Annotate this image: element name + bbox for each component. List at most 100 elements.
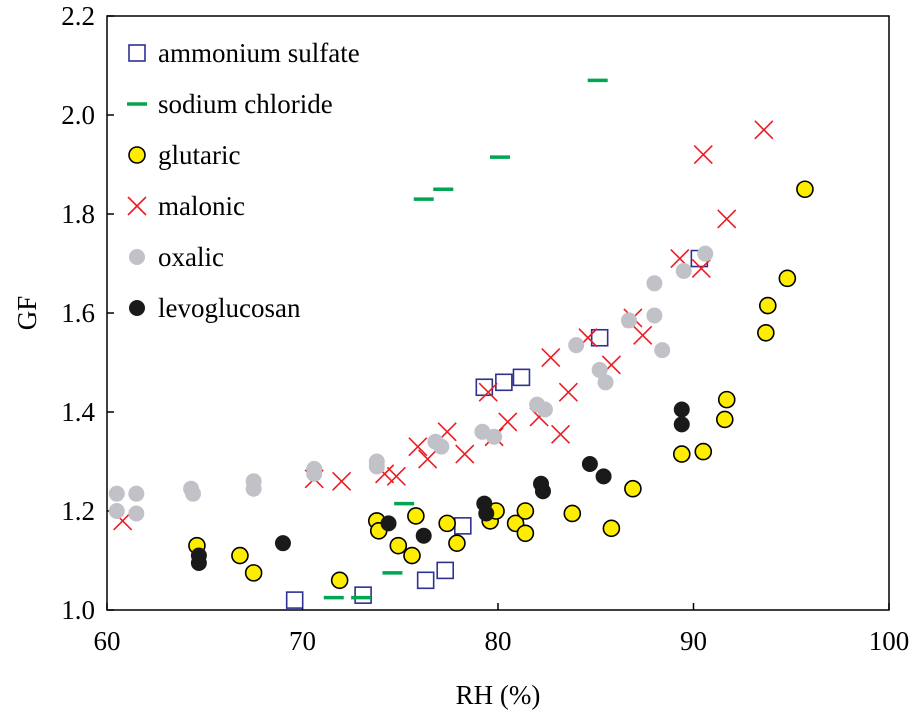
- ammonium-sulfate-point: [285, 591, 304, 609]
- malonic-marker: [541, 347, 561, 368]
- legend-item-oxalic: oxalic: [129, 242, 224, 272]
- ammonium-sulfate-point: [354, 586, 372, 604]
- glutaric-marker: [602, 519, 621, 538]
- malonic-marker: [386, 466, 406, 486]
- ammonium-sulfate-marker: [512, 368, 531, 387]
- y-tick-label: 1.4: [61, 397, 95, 427]
- glutaric-point: [758, 296, 777, 315]
- ammonium-sulfate-point: [512, 368, 531, 387]
- levoglucosan-marker: [274, 535, 291, 552]
- oxalic-point: [486, 428, 503, 445]
- oxalic-marker: [306, 465, 323, 482]
- ammonium-sulfate-point: [454, 517, 472, 535]
- legend-label: malonic: [158, 191, 245, 221]
- malonic-marker: [127, 196, 147, 216]
- glutaric-point: [796, 180, 814, 199]
- x-tick-label: 100: [869, 626, 910, 656]
- oxalic-point: [306, 465, 323, 482]
- glutaric-point: [407, 507, 425, 525]
- malonic-point: [633, 325, 653, 345]
- glutaric-marker: [448, 534, 466, 552]
- glutaric-point: [330, 571, 349, 590]
- legend-label: levoglucosan: [158, 293, 301, 323]
- malonic-marker: [717, 209, 737, 229]
- levoglucosan-point: [415, 527, 432, 544]
- malonic-point: [418, 449, 438, 469]
- levoglucosan-marker: [673, 401, 690, 418]
- ammonium-sulfate-marker: [454, 517, 472, 535]
- oxalic-point: [654, 342, 671, 359]
- glutaric-marker: [563, 504, 582, 523]
- oxalic-marker: [646, 275, 663, 292]
- glutaric-point: [694, 442, 713, 461]
- levoglucosan-point: [581, 455, 598, 472]
- oxalic-point: [597, 374, 614, 391]
- malonic-marker: [408, 437, 428, 457]
- glutaric-point: [563, 504, 582, 523]
- y-tick-label: 2.0: [61, 100, 95, 130]
- glutaric-point: [602, 519, 621, 538]
- glutaric-marker: [757, 323, 775, 342]
- ammonium-sulfate-marker: [590, 328, 609, 347]
- oxalic-point: [108, 485, 125, 502]
- oxalic-marker: [568, 337, 585, 354]
- legend-label: sodium chloride: [158, 89, 333, 119]
- glutaric-marker: [717, 390, 736, 409]
- legend-item-levoglucosan: levoglucosan: [129, 293, 301, 323]
- levoglucosan-marker: [190, 554, 207, 571]
- levoglucosan-point: [673, 401, 690, 418]
- glutaric-marker: [438, 514, 456, 533]
- levoglucosan-series: [190, 401, 690, 571]
- malonic-marker: [418, 449, 438, 469]
- oxalic-marker: [654, 342, 671, 359]
- ammonium-sulfate-marker: [285, 591, 304, 609]
- y-tick-label: 2.2: [61, 1, 95, 31]
- ammonium-sulfate-marker: [436, 561, 455, 580]
- malonic-marker: [455, 444, 475, 464]
- glutaric-point: [448, 534, 466, 552]
- oxalic-point: [697, 245, 714, 262]
- levoglucosan-point: [274, 535, 291, 552]
- glutaric-marker: [389, 536, 408, 555]
- x-tick-label: 90: [680, 626, 707, 656]
- malonic-marker: [332, 471, 352, 491]
- malonic-marker: [754, 120, 774, 140]
- oxalic-marker: [185, 485, 202, 502]
- oxalic-marker: [368, 458, 385, 475]
- data-points: [108, 78, 814, 609]
- y-tick-label: 1.6: [61, 298, 95, 328]
- malonic-series: [113, 120, 774, 531]
- oxalic-point: [128, 485, 145, 502]
- glutaric-point: [624, 479, 642, 498]
- malonic-point: [558, 382, 578, 402]
- malonic-point: [541, 347, 561, 368]
- oxalic-point: [128, 505, 145, 522]
- oxalic-point: [185, 485, 202, 502]
- oxalic-point: [108, 503, 125, 519]
- glutaric-marker: [516, 502, 535, 520]
- oxalic-marker: [245, 480, 262, 497]
- y-tick-label: 1.0: [61, 595, 95, 625]
- malonic-marker: [691, 258, 711, 279]
- levoglucosan-marker: [415, 527, 432, 544]
- oxalic-marker: [486, 428, 503, 445]
- oxalic-point: [620, 312, 637, 329]
- oxalic-marker: [433, 438, 450, 455]
- malonic-point: [550, 424, 571, 444]
- glutaric-marker: [403, 546, 421, 565]
- oxalic-series: [108, 245, 714, 522]
- oxalic-point: [368, 458, 385, 475]
- sodium-chloride-series: [323, 78, 608, 600]
- glutaric-marker: [796, 180, 814, 199]
- y-tick-label: 1.8: [61, 199, 95, 229]
- ammonium-sulfate-marker: [495, 373, 513, 392]
- glutaric-marker: [624, 479, 642, 498]
- legend: ammonium sulfate sodium chloride glutaric m…: [127, 38, 360, 323]
- glutaric-point: [516, 524, 535, 543]
- oxalic-marker: [646, 307, 663, 324]
- x-axis-ticks: 60 70 80 90 100: [94, 603, 910, 656]
- glutaric-marker: [758, 296, 777, 315]
- glutaric-point: [757, 323, 775, 342]
- glutaric-marker: [715, 410, 734, 429]
